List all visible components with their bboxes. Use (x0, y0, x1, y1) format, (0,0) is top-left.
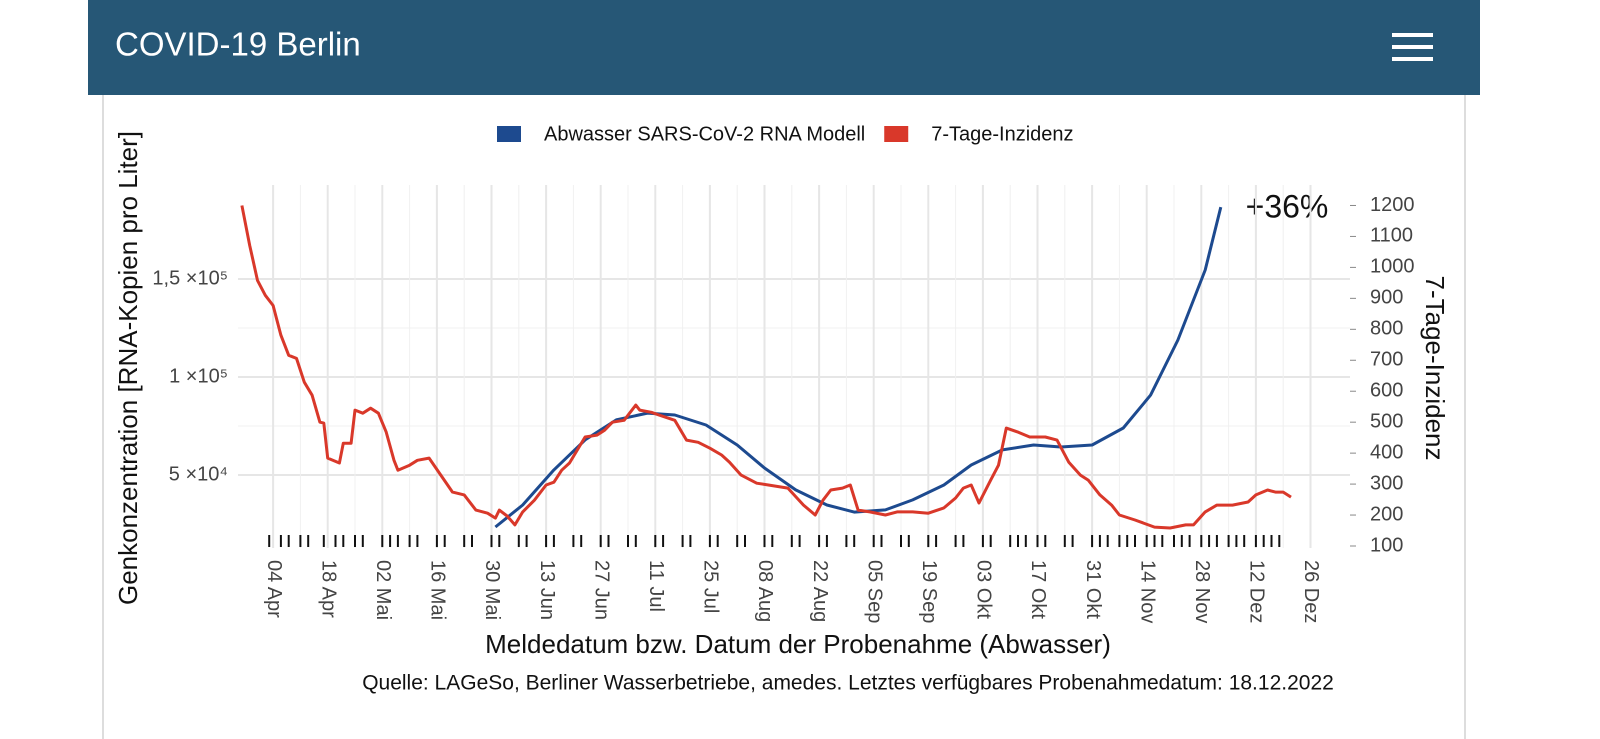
y-tick-label: 1,5 ×10⁵ (152, 267, 228, 289)
menu-bar (1392, 33, 1433, 37)
x-tick-label: 11 Jul (645, 560, 667, 612)
y2-tick-label: 900 (1370, 287, 1403, 309)
legend-label: 7-Tage-Inzidenz (931, 123, 1073, 145)
x-axis-title: Meldedatum bzw. Datum der Probenahme (Ab… (485, 629, 1111, 659)
x-tick-label: 31 Okt (1082, 560, 1104, 619)
x-tick-label: 14 Nov (1136, 560, 1158, 623)
y2-tick-label: 300 (1370, 472, 1403, 494)
x-tick-label: 28 Nov (1191, 560, 1213, 623)
legend-swatch (497, 126, 521, 142)
menu-bar (1392, 45, 1433, 49)
x-tick-label: 13 Jun (536, 560, 558, 620)
series-line (240, 205, 1292, 530)
x-tick-label: 26 Dez (1300, 560, 1322, 623)
x-tick-label: 25 Jul (700, 560, 722, 613)
x-tick-label: 30 Mai (481, 560, 503, 620)
legend-label: Abwasser SARS-CoV-2 RNA Modell (544, 123, 865, 145)
y2-tick-label: 1000 (1370, 256, 1415, 278)
legend-swatch (884, 126, 909, 142)
x-tick-label: 22 Aug (809, 560, 831, 622)
source-note: Quelle: LAGeSo, Berliner Wasserbetriebe,… (362, 672, 1334, 695)
menu-bar (1392, 57, 1433, 61)
x-tick-label: 17 Okt (1027, 560, 1049, 619)
series-line (494, 206, 1223, 529)
x-tick-label: 02 Mai (372, 560, 394, 620)
x-tick-label: 03 Okt (973, 560, 995, 619)
y2-tick-label: 700 (1370, 349, 1403, 371)
x-tick-label: 08 Aug (754, 560, 776, 622)
y-tick-label: 5 ×10⁴ (169, 463, 228, 485)
y2-tick-label: 600 (1370, 379, 1403, 401)
header-bar (88, 0, 1480, 95)
y2-tick-label: 800 (1370, 318, 1403, 340)
x-tick-label: 18 Apr (317, 560, 339, 618)
y2-tick-label: 400 (1370, 441, 1403, 463)
y2-tick-label: 1200 (1370, 194, 1415, 216)
y2-tick-label: 200 (1370, 503, 1403, 525)
y2-tick-label: 500 (1370, 410, 1403, 432)
x-tick-label: 05 Sep (863, 560, 885, 623)
annotation: +36% (1246, 188, 1329, 224)
x-tick-label: 16 Mai (427, 560, 449, 620)
x-tick-label: 04 Apr (263, 560, 285, 618)
menu-button[interactable] (1385, 25, 1439, 69)
y-tick-label: 1 ×10⁵ (169, 365, 228, 387)
y2-tick-label: 1100 (1370, 225, 1413, 247)
header-title: COVID-19 Berlin (115, 26, 361, 63)
x-tick-label: 12 Dez (1246, 560, 1268, 623)
x-tick-label: 19 Sep (918, 560, 940, 623)
y-axis-title: Genkonzentration [RNA-Kopien pro Liter] (113, 131, 143, 605)
plot: 5 ×10⁴ 1 ×10⁵ 1,5 ×10⁵ 100 200 300 400 500 600 70… (152, 123, 1414, 623)
y2-axis-title: 7-Tage-Inzidenz (1420, 276, 1450, 461)
x-tick-label: 27 Jun (590, 560, 612, 620)
y2-tick-label: 100 (1370, 534, 1403, 556)
